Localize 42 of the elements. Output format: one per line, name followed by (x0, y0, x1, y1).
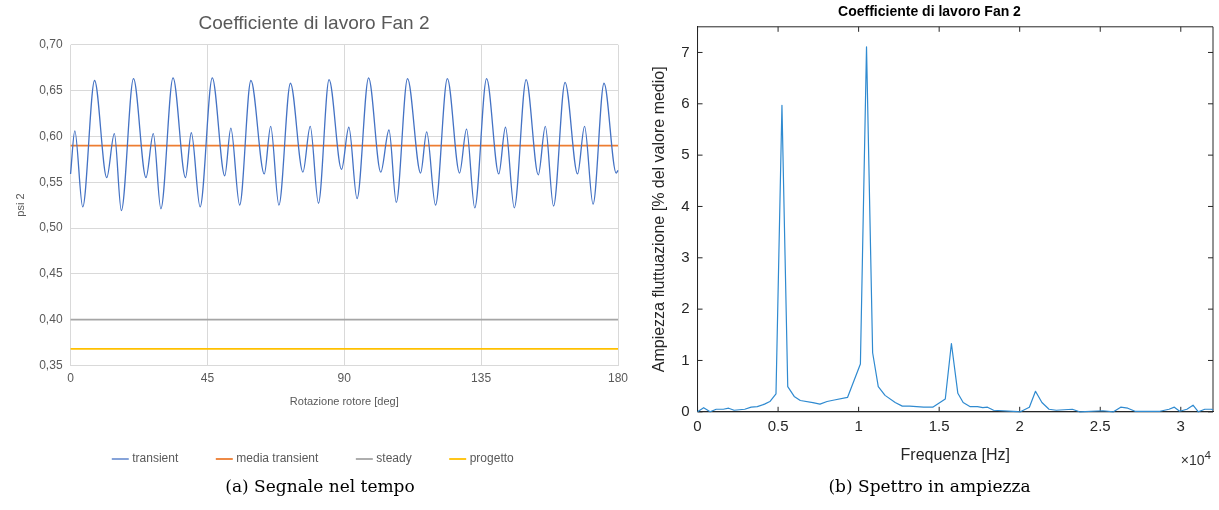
chart-title: Coefficiente di lavoro Fan 2 (838, 3, 1022, 20)
line-series (69, 77, 619, 212)
y-axis-title: Ampiezza fluttuazione [% del valore medio] (650, 66, 668, 373)
x-tick-label: 45 (200, 370, 215, 385)
y-tick-label: 2 (681, 299, 690, 317)
y-tick-label: 0 (681, 401, 690, 419)
y-tick-label: 6 (681, 93, 690, 111)
text: (b) Spettro in ampiezza (828, 476, 1031, 496)
x-tick-label: 1.5 (928, 416, 950, 434)
y-tick-label: 4 (681, 196, 690, 214)
x-axis-title: Rotazione rotore [deg] (289, 395, 399, 408)
x-tick-label: 180 (607, 370, 629, 385)
x-tick-label: 0 (693, 416, 702, 434)
x-tick-label: 2.5 (1089, 416, 1111, 434)
y-tick-label: 0,50 (39, 220, 63, 235)
x-tick-label: 2 (1015, 416, 1024, 434)
legend-label: transient (132, 451, 179, 466)
x-axis-title: Frequenza [Hz] (900, 445, 1010, 463)
y-tick-label: 0,40 (39, 311, 63, 326)
legend-label: steady (376, 451, 412, 466)
x-tick-label: 0.5 (767, 416, 789, 434)
y-tick-label: 0,35 (39, 357, 63, 372)
y-tick-label: 1 (681, 350, 690, 368)
y-tick-label: 0,65 (39, 82, 63, 97)
y-tick-label: 5 (681, 145, 690, 163)
y-tick-label: 3 (681, 247, 690, 265)
chart-title: Coefficiente di lavoro Fan 2 (198, 11, 430, 33)
y-axis-title: psi 2 (13, 193, 26, 217)
legend-label: progetto (469, 451, 515, 466)
y-tick-label: 0,60 (39, 128, 63, 143)
y-tick-label: 0,70 (39, 37, 63, 52)
x-tick-label: 0 (67, 370, 75, 385)
legend-label: media transient (236, 451, 320, 466)
x-tick-label: 3 (1176, 416, 1185, 434)
x-tick-label: 135 (471, 370, 492, 385)
text: ×10$^{4}$ (1180, 448, 1211, 468)
y-tick-label: 0,45 (39, 266, 63, 281)
y-tick-label: 7 (681, 42, 690, 60)
x-tick-label: 1 (854, 416, 863, 434)
text: (a) Segnale nel tempo (225, 476, 415, 496)
x-tick-label: 90 (337, 370, 352, 385)
y-tick-label: 0,55 (39, 174, 63, 189)
